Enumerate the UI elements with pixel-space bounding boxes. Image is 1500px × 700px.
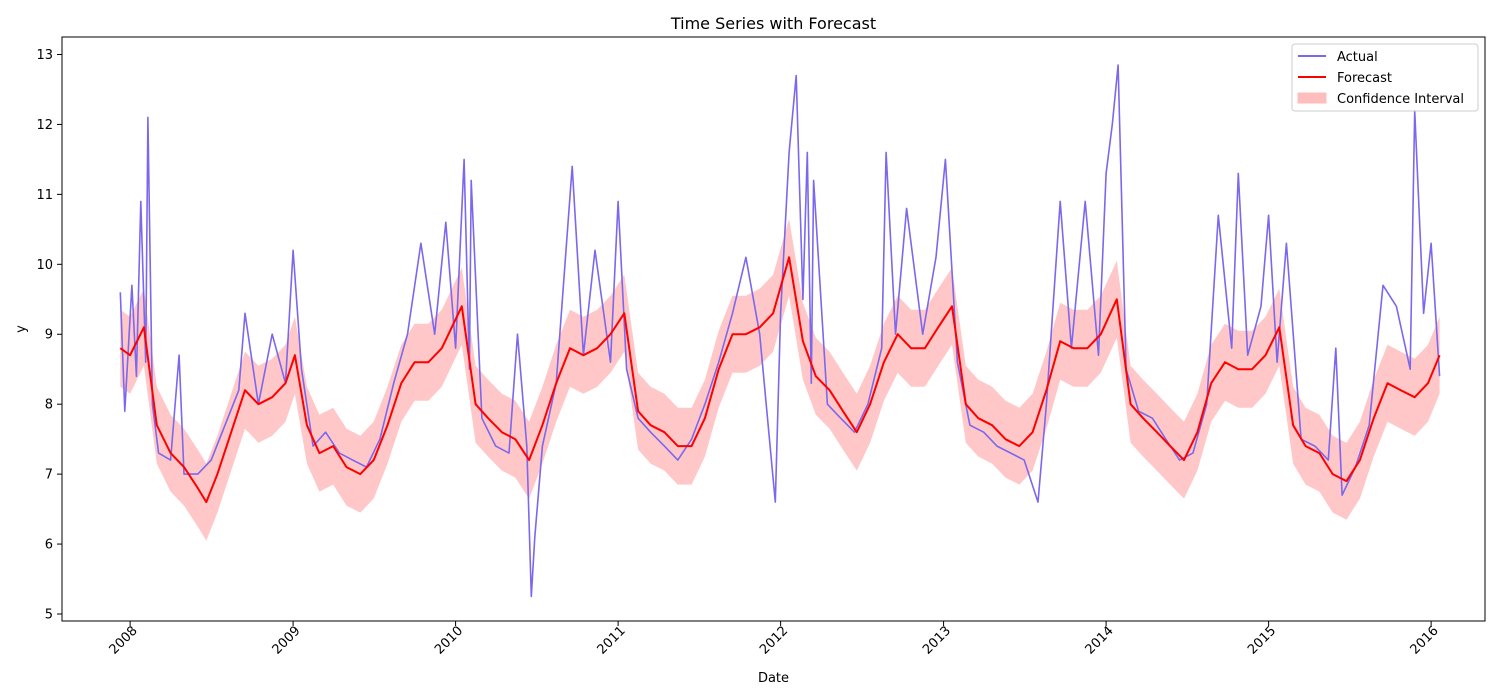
x-tick-label: 2015 [1245,624,1279,658]
series-actual-line [119,64,1441,598]
legend-label-forecast: Forecast [1337,71,1392,86]
x-tick-label: 2008 [107,624,141,658]
y-tick-label: 6 [45,538,53,553]
series-forecast-line [119,256,1441,504]
x-axis: 2008 2009 2010 2011 2012 2013 2014 2015 2016 [107,621,1442,658]
legend-label-confidence: Confidence Interval [1337,92,1464,107]
chart-title: Time Series with Forecast [670,14,876,33]
x-tick-label: 2012 [757,624,791,658]
legend: Actual Forecast Confidence Interval [1291,43,1479,112]
y-axis: 5 6 7 8 9 10 11 12 13 [36,48,62,623]
y-axis-title: y [14,325,29,333]
x-tick-label: 2009 [270,624,304,658]
x-tick-label: 2014 [1083,624,1117,658]
y-tick-label: 8 [45,398,53,413]
x-tick-label: 2010 [432,624,466,658]
plot-frame [61,36,1486,622]
y-tick-label: 10 [36,258,53,273]
y-tick-label: 11 [36,188,53,203]
x-tick-label: 2016 [1408,624,1442,658]
y-tick-label: 13 [36,48,53,63]
series-confidence-interval [120,218,1440,541]
x-axis-title: Date [758,671,789,686]
y-tick-label: 12 [36,118,53,133]
x-tick-label: 2013 [920,624,954,658]
x-tick-label: 2011 [595,624,629,658]
legend-box [1291,43,1479,112]
y-tick-label: 5 [45,608,53,623]
y-tick-label: 7 [45,468,53,483]
plot-area [119,64,1441,598]
legend-swatch-confidence [1297,92,1327,104]
legend-label-actual: Actual [1337,50,1378,65]
y-tick-label: 9 [45,328,53,343]
